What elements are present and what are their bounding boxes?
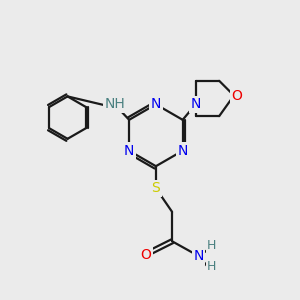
Text: N: N (178, 144, 188, 158)
Text: O: O (140, 248, 151, 262)
Text: O: O (231, 88, 242, 103)
Text: H: H (207, 260, 217, 273)
Text: N: N (124, 144, 134, 158)
Text: N: N (190, 98, 201, 111)
Text: H: H (207, 239, 217, 252)
Text: NH: NH (104, 98, 125, 111)
Text: N: N (151, 98, 161, 111)
Text: S: S (152, 181, 160, 195)
Text: N: N (194, 249, 204, 263)
